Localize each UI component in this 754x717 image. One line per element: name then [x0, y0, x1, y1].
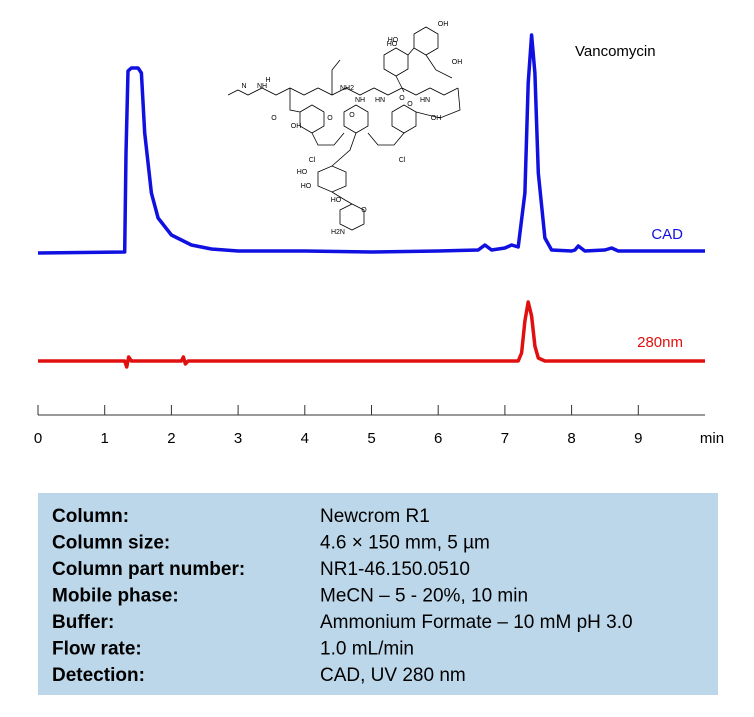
condition-key: Flow rate:	[52, 639, 142, 660]
condition-value: 1.0 mL/min	[320, 639, 414, 660]
structure: OHHOOHHOONHHNOOHClNH2OHNOClOHHOHOOHOH2NO…	[227, 21, 463, 236]
x-tick-label: 9	[634, 430, 642, 447]
x-tick-label: 6	[434, 430, 442, 447]
condition-value: Ammonium Formate – 10 mM pH 3.0	[320, 612, 633, 633]
condition-key: Column:	[52, 506, 129, 527]
trace	[38, 300, 705, 369]
condition-value: 4.6 × 150 mm, 5 µm	[320, 533, 490, 554]
structure-label: HO	[387, 41, 398, 48]
structure-label: HO	[388, 37, 399, 44]
structure-label: NH2	[340, 85, 354, 92]
x-axis-label: min	[700, 430, 724, 447]
x-tick-label: 7	[501, 430, 509, 447]
condition-value: CAD, UV 280 nm	[320, 665, 466, 686]
condition-value: Newcrom R1	[320, 506, 430, 527]
structure-label: N	[241, 83, 246, 90]
structure-label: HO	[297, 169, 308, 176]
condition-value: MeCN – 5 - 20%, 10 min	[320, 586, 528, 607]
structure-label: OH	[452, 59, 463, 66]
series-label: 280nm	[637, 334, 683, 351]
structure-label: O	[349, 112, 355, 119]
x-tick-label: 0	[34, 430, 42, 447]
condition-key: Mobile phase:	[52, 586, 179, 607]
structure-label: HN	[420, 97, 430, 104]
x-tick-label: 2	[167, 430, 175, 447]
structure-label: Cl	[309, 157, 316, 164]
structure-label: H2N	[331, 229, 345, 236]
structure-label: NH	[257, 83, 267, 90]
condition-key: Column part number:	[52, 559, 245, 580]
condition-key: Buffer:	[52, 612, 114, 633]
x-tick-label: 5	[367, 430, 375, 447]
structure-label: HO	[301, 183, 312, 190]
structure-label: HO	[331, 197, 342, 204]
structure-label: H	[265, 77, 270, 84]
annotation: Vancomycin	[575, 43, 656, 60]
trace	[37, 33, 705, 255]
structure-label: O	[399, 95, 405, 102]
x-tick-label: 1	[101, 430, 109, 447]
structure-label: Cl	[399, 157, 406, 164]
condition-key: Column size:	[52, 533, 170, 554]
structure-label: HN	[375, 97, 385, 104]
condition-value: NR1-46.150.0510	[320, 559, 470, 580]
conditions-box	[38, 493, 718, 695]
structure-label: OH	[431, 115, 442, 122]
structure-label: OH	[438, 21, 449, 28]
x-tick-label: 3	[234, 430, 242, 447]
structure-label: NH	[355, 97, 365, 104]
structure-label: O	[407, 101, 413, 108]
structure-label: O	[327, 115, 333, 122]
x-tick-label: 4	[301, 430, 309, 447]
x-tick-label: 8	[567, 430, 575, 447]
series-label: CAD	[651, 226, 683, 243]
structure-label: OH	[291, 123, 302, 130]
structure-label: O	[271, 115, 277, 122]
structure-label: O	[361, 207, 367, 214]
condition-key: Detection:	[52, 665, 145, 686]
